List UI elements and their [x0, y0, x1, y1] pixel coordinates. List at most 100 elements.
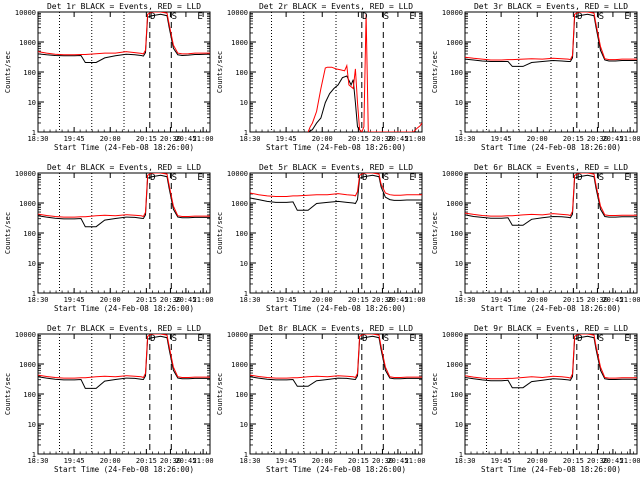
y-tick-label: 1 [32, 129, 36, 137]
x-tick-label: 20:00 [100, 135, 121, 143]
y-tick-label: 100 [23, 391, 36, 399]
x-tick-label: 18:30 [27, 296, 48, 304]
series-line-lld [250, 173, 422, 197]
chart-panel-2: Det 2r BLACK = Events, RED = LLD 1 10 100 10… [216, 2, 426, 152]
y-axis-label: Counts/sec [4, 212, 12, 254]
marker-label: S [384, 334, 389, 344]
marker-label: S [172, 334, 177, 344]
x-tick-label: 20:45 [387, 457, 408, 465]
marker-label: E [409, 173, 414, 183]
y-tick-label: 100 [450, 230, 463, 238]
x-tick-label: 20:30 [587, 135, 608, 143]
y-tick-label: 10000 [15, 170, 36, 178]
x-tick-label: 19:45 [64, 135, 85, 143]
x-tick-label: 20:30 [587, 296, 608, 304]
y-tick-label: 10 [240, 421, 248, 429]
x-tick-label: 19:45 [491, 135, 512, 143]
x-tick-label: 20:45 [602, 457, 623, 465]
chart-title: Det 2r BLACK = Events, RED = LLD [259, 2, 413, 11]
x-tick-label: 21:00 [193, 135, 214, 143]
plot-area [250, 334, 422, 454]
x-tick-label: 20:45 [175, 457, 196, 465]
x-tick-label: 19:45 [276, 296, 297, 304]
x-tick-label: 20:30 [372, 296, 393, 304]
series-line-events [38, 335, 210, 389]
x-tick-label: 21:00 [405, 296, 426, 304]
x-axis-label: Start Time (24-Feb-08 18:26:00) [481, 143, 621, 152]
x-tick-label: 20:45 [602, 135, 623, 143]
y-tick-label: 1 [32, 290, 36, 298]
x-tick-label: 20:30 [160, 296, 181, 304]
series-line-events [465, 335, 637, 389]
x-tick-label: 20:15 [136, 135, 157, 143]
y-tick-label: 10000 [442, 170, 463, 178]
chart-panel-3: Det 3r BLACK = Events, RED = LLD 1 10 100 10… [431, 2, 640, 152]
y-tick-label: 1000 [231, 200, 248, 208]
marker-label: D [362, 334, 367, 344]
x-tick-label: 18:30 [239, 135, 260, 143]
series-line-events [250, 174, 422, 211]
plot-area [250, 173, 422, 293]
marker-label: D [577, 12, 582, 22]
y-tick-label: 1 [244, 290, 248, 298]
y-axis-label: Counts/sec [431, 51, 439, 93]
chart-title: Det 3r BLACK = Events, RED = LLD [474, 2, 628, 11]
y-tick-label: 100 [450, 69, 463, 77]
x-tick-label: 21:00 [405, 457, 426, 465]
marker-label: E [197, 12, 202, 22]
x-tick-label: 20:30 [160, 135, 181, 143]
y-tick-label: 10 [28, 99, 36, 107]
x-axis-label: Start Time (24-Feb-08 18:26:00) [266, 465, 406, 474]
x-tick-label: 20:30 [160, 457, 181, 465]
x-tick-label: 20:15 [136, 296, 157, 304]
y-tick-label: 1 [244, 129, 248, 137]
series-line-events [465, 174, 637, 226]
marker-label: E [409, 12, 414, 22]
y-tick-label: 100 [23, 230, 36, 238]
plot-area [38, 334, 210, 454]
x-tick-label: 20:00 [312, 135, 333, 143]
series-line-lld [38, 12, 210, 56]
y-tick-label: 10000 [227, 331, 248, 339]
chart-panel-6: Det 6r BLACK = Events, RED = LLD 1 10 100 10… [431, 163, 640, 313]
series-line-events [307, 75, 363, 132]
y-axis-label: Counts/sec [216, 212, 224, 254]
y-tick-label: 10000 [15, 9, 36, 17]
x-tick-label: 18:30 [454, 457, 475, 465]
x-tick-label: 20:00 [527, 135, 548, 143]
chart-title: Det 8r BLACK = Events, RED = LLD [259, 324, 413, 333]
x-tick-label: 20:15 [348, 135, 369, 143]
marker-label: S [599, 12, 604, 22]
chart-panel-9: Det 9r BLACK = Events, RED = LLD 1 10 100 10… [431, 324, 640, 474]
y-tick-label: 100 [235, 391, 248, 399]
x-tick-label: 19:45 [276, 457, 297, 465]
plot-area [465, 173, 637, 293]
series-line-lld [465, 334, 637, 380]
x-tick-label: 19:45 [64, 457, 85, 465]
marker-label: D [150, 334, 155, 344]
marker-label: D [150, 12, 155, 22]
chart-title: Det 4r BLACK = Events, RED = LLD [47, 163, 201, 172]
y-tick-label: 1000 [231, 39, 248, 47]
x-tick-label: 19:45 [491, 296, 512, 304]
y-tick-label: 100 [235, 230, 248, 238]
x-axis-label: Start Time (24-Feb-08 18:26:00) [266, 143, 406, 152]
y-tick-label: 1 [32, 451, 36, 459]
chart-title: Det 1r BLACK = Events, RED = LLD [47, 2, 201, 11]
chart-panel-5: Det 5r BLACK = Events, RED = LLD 1 10 100 10… [216, 163, 426, 313]
chart-title: Det 5r BLACK = Events, RED = LLD [259, 163, 413, 172]
y-tick-label: 10 [28, 260, 36, 268]
x-tick-label: 21:00 [620, 457, 640, 465]
chart-panel-7: Det 7r BLACK = Events, RED = LLD 1 10 100 10… [4, 324, 214, 474]
marker-label: E [409, 334, 414, 344]
y-axis-label: Counts/sec [431, 373, 439, 415]
x-tick-label: 18:30 [27, 135, 48, 143]
marker-label: E [197, 334, 202, 344]
y-tick-label: 10000 [442, 9, 463, 17]
y-tick-label: 10 [240, 260, 248, 268]
series-line-events [38, 13, 210, 63]
x-tick-label: 20:00 [527, 457, 548, 465]
marker-label: S [384, 12, 389, 22]
x-tick-label: 20:30 [372, 135, 393, 143]
series-line-lld [307, 14, 422, 132]
